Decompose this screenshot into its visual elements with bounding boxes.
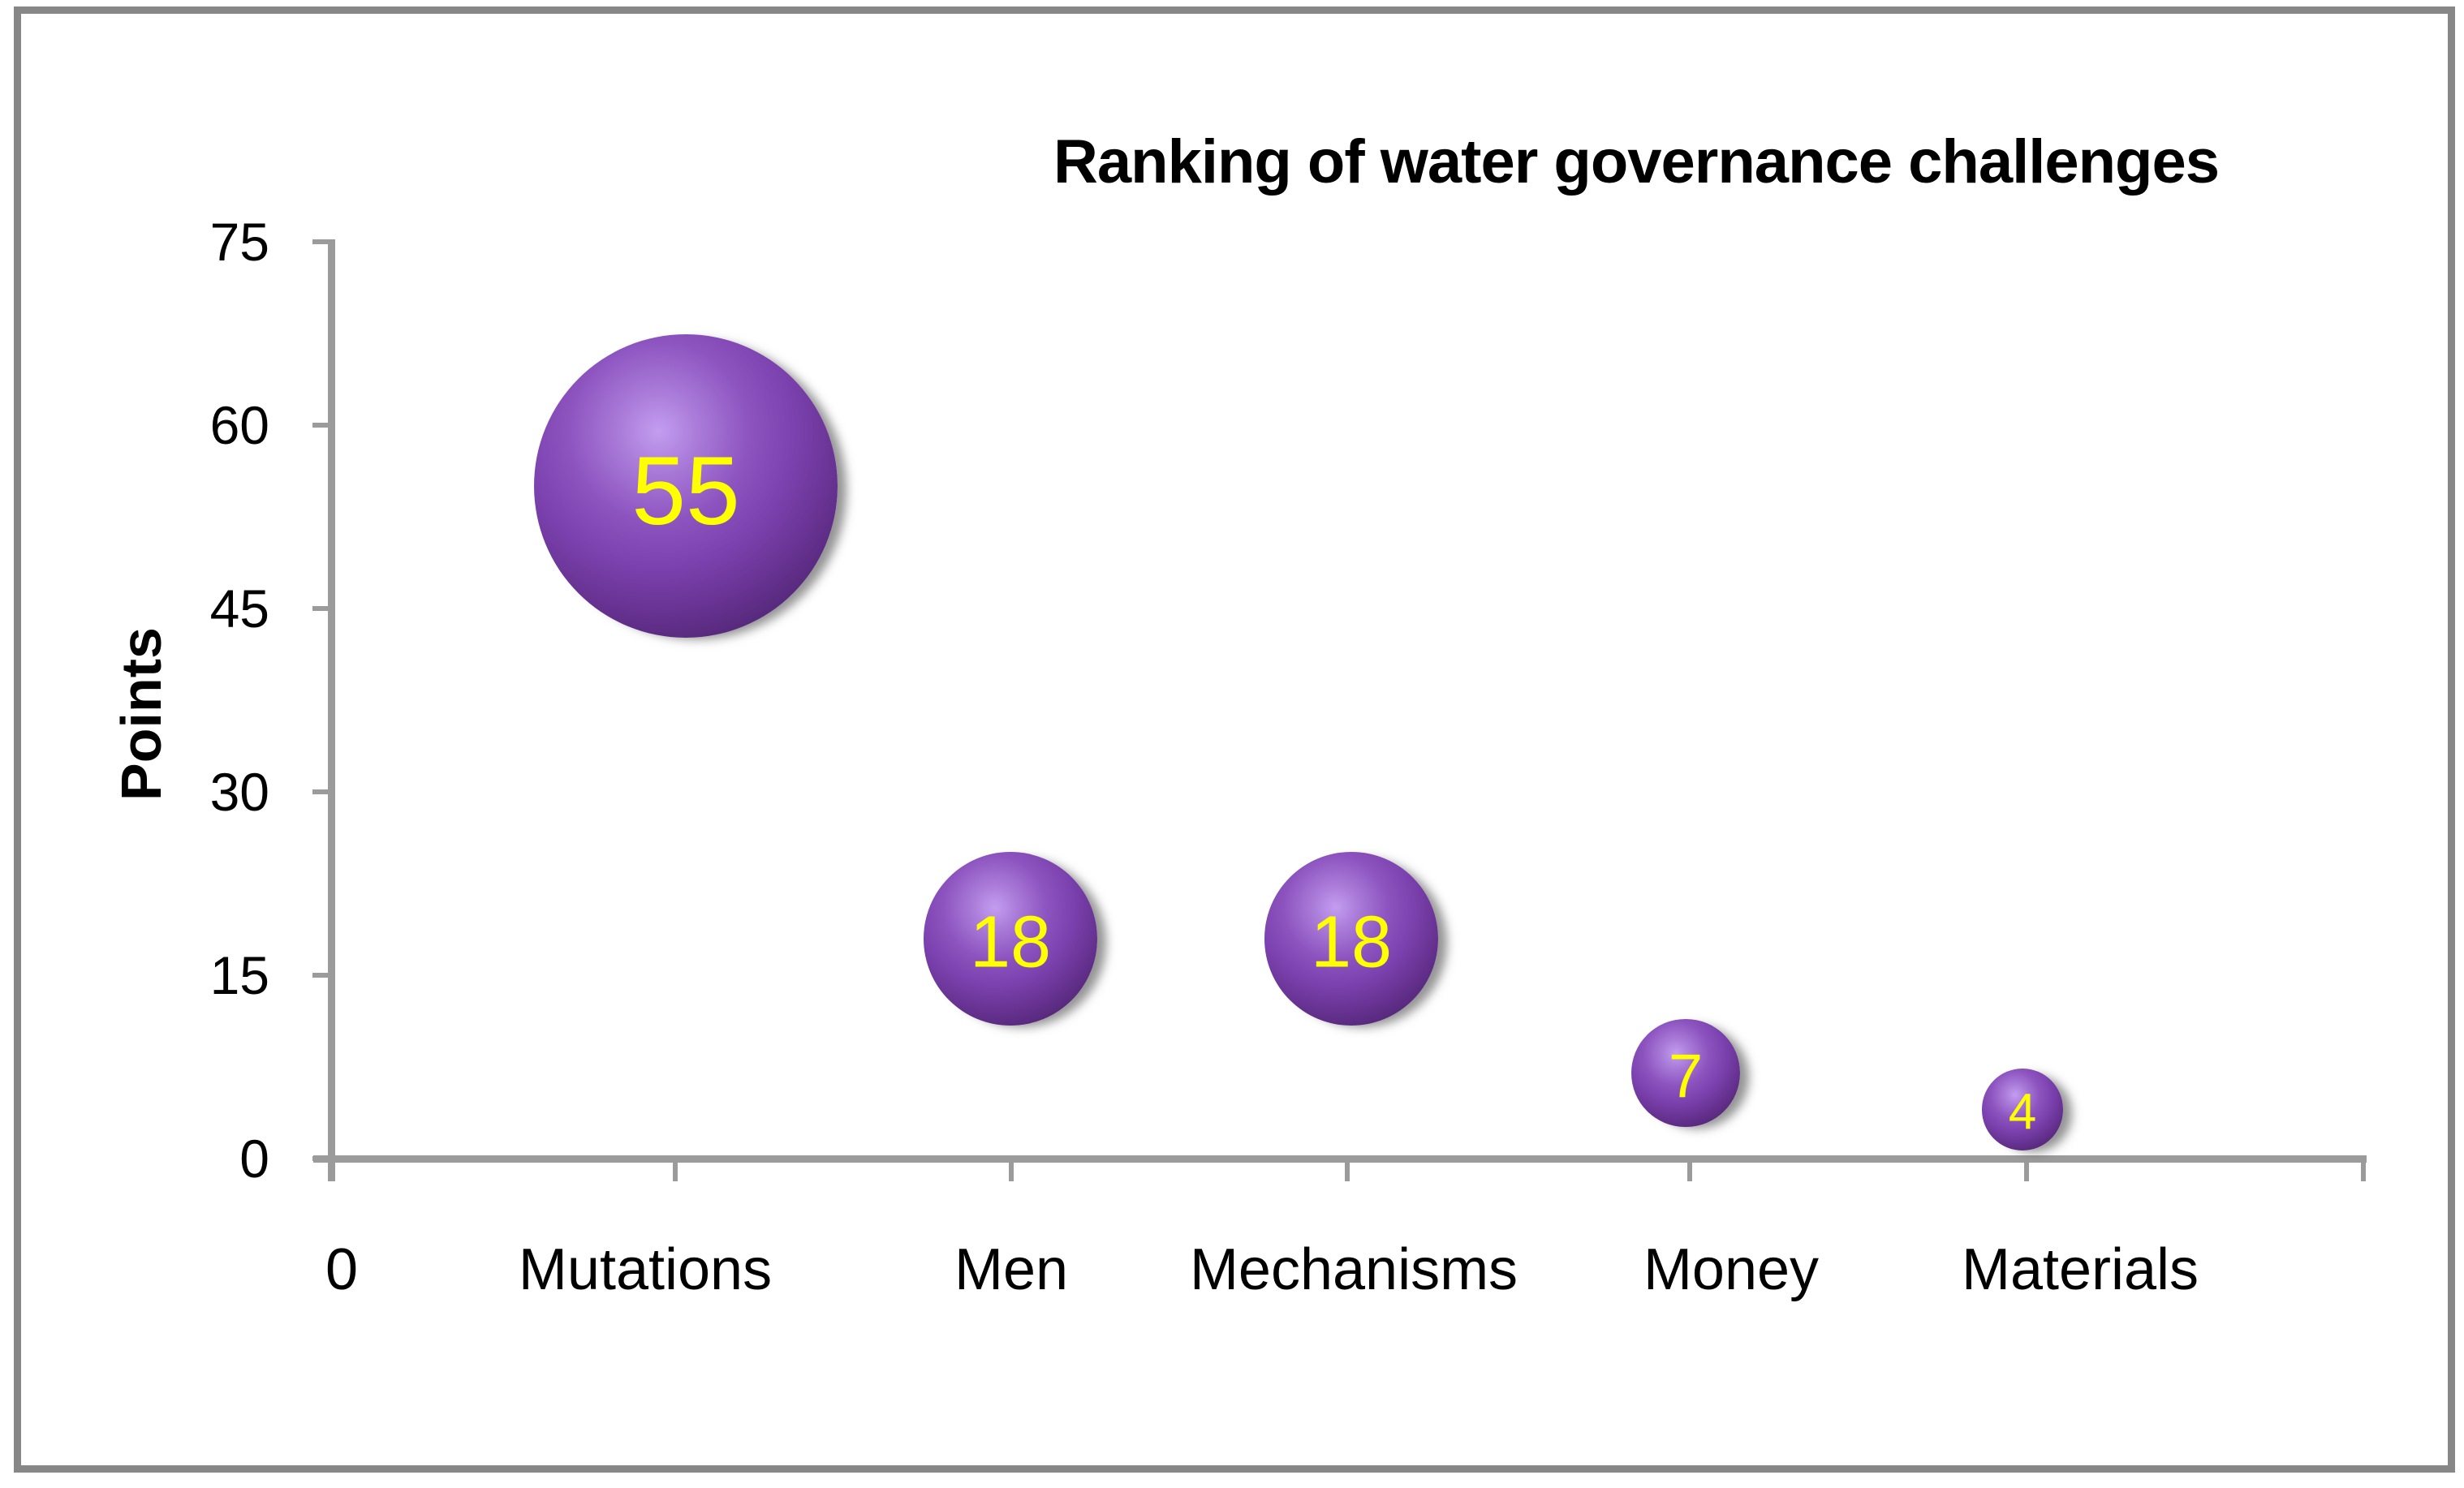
x-axis-tick-2 — [1345, 1160, 1350, 1181]
y-axis-tick-label-0: 0 — [239, 1129, 269, 1189]
x-axis-line — [313, 1155, 2367, 1163]
bubble-materials: 4 — [1981, 1069, 2064, 1151]
y-axis-tick-label-30: 30 — [209, 761, 269, 822]
x-axis-category-label-0: 0 — [325, 1237, 359, 1302]
x-axis-category-label-men: Men — [954, 1237, 1069, 1302]
y-axis-tick-0 — [312, 1156, 335, 1161]
bubble-value-label-mutations: 55 — [631, 437, 740, 546]
bubble-value-label-materials: 4 — [2008, 1083, 2037, 1140]
y-axis-tick-45 — [312, 605, 335, 611]
x-axis-category-label-money: Money — [1643, 1237, 1820, 1302]
y-axis-tick-15 — [312, 972, 335, 978]
y-axis-tick-label-15: 15 — [209, 944, 269, 1005]
y-axis-tick-75 — [312, 239, 335, 244]
x-axis-tick-1 — [1009, 1160, 1014, 1181]
x-axis-category-label-materials: Materials — [1961, 1237, 2199, 1302]
y-axis-tick-60 — [312, 422, 335, 428]
y-axis-tick-label-60: 60 — [209, 394, 269, 455]
x-axis-tick-3 — [1687, 1160, 1692, 1181]
bubble-mutations: 55 — [534, 334, 838, 639]
y-axis-tick-label-45: 45 — [209, 578, 269, 639]
x-axis-tick-5 — [2361, 1160, 2366, 1181]
x-axis-tick-0 — [673, 1160, 678, 1181]
bubble-value-label-mechanisms: 18 — [1310, 901, 1393, 983]
x-axis-tick-4 — [2024, 1160, 2029, 1181]
y-axis-line — [328, 240, 335, 1181]
bubble-money: 7 — [1631, 1018, 1740, 1128]
chart-title: Ranking of water governance challenges — [1053, 127, 2220, 196]
bubble-value-label-money: 7 — [1668, 1041, 1704, 1111]
bubble-value-label-men: 18 — [969, 901, 1052, 983]
y-axis-tick-30 — [312, 789, 335, 794]
y-axis-tick-label-75: 75 — [209, 211, 269, 272]
bubble-mechanisms: 18 — [1264, 851, 1438, 1026]
bubble-men: 18 — [924, 851, 1097, 1026]
chart-border-frame — [14, 6, 2455, 1473]
x-axis-category-label-mechanisms: Mechanisms — [1189, 1237, 1518, 1302]
x-axis-category-label-mutations: Mutations — [518, 1237, 773, 1302]
